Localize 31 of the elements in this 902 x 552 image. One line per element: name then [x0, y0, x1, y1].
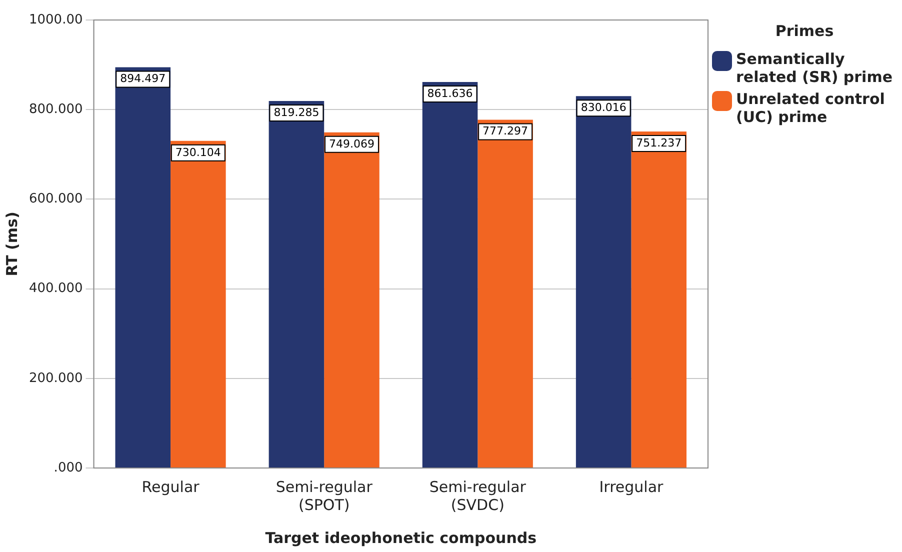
legend-label: Semantically related (SR) prime	[736, 50, 894, 86]
x-tick-label: Semi-regular (SPOT)	[276, 478, 374, 514]
legend-title: Primes	[774, 22, 835, 40]
data-label: 749.069	[328, 137, 374, 150]
x-tick-label: Irregular	[599, 478, 664, 496]
bar	[115, 67, 171, 468]
data-label: 751.237	[636, 136, 682, 150]
bar	[324, 132, 380, 468]
y-tick-label: 200.000	[28, 370, 83, 386]
x-tick-label: Semi-regular (SVDC)	[429, 478, 527, 514]
y-axis-title: RT (ms)	[2, 212, 21, 276]
bar	[478, 120, 533, 468]
y-tick-label: .000	[54, 460, 83, 476]
legend-label: Unrelated control (UC) prime	[736, 90, 886, 126]
bar	[631, 131, 686, 468]
y-tick-label: 1000.00	[28, 12, 83, 28]
data-label: 830.016	[580, 101, 626, 114]
data-label: 777.297	[482, 124, 528, 138]
y-tick-label: 600.000	[28, 192, 83, 207]
data-label: 819.285	[274, 106, 320, 119]
data-label: 861.636	[427, 86, 473, 100]
data-label: 730.104	[175, 146, 221, 159]
x-axis-title: Target ideophonetic compounds	[265, 528, 537, 547]
data-label: 894.497	[120, 72, 166, 86]
bar	[422, 82, 478, 468]
y-tick-label: 400.000	[28, 281, 83, 296]
bar	[268, 100, 324, 468]
bar	[170, 140, 226, 468]
x-tick-label: Regular	[142, 478, 200, 496]
y-tick-label: 800.000	[28, 102, 83, 117]
bar	[576, 96, 632, 468]
